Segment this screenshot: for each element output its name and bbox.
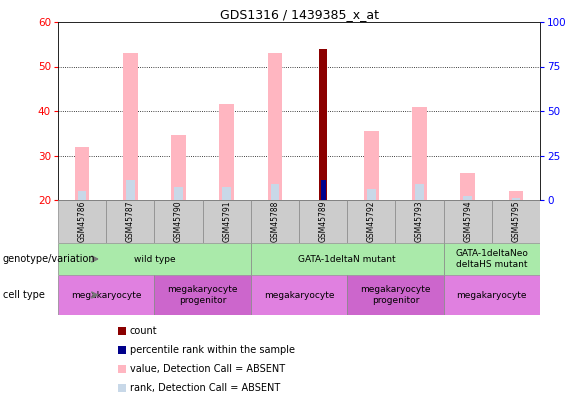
Bar bbox=[171, 136, 186, 200]
Bar bbox=[299, 200, 347, 243]
Text: megakaryocyte: megakaryocyte bbox=[457, 290, 527, 300]
Bar bbox=[251, 200, 299, 243]
Text: rank, Detection Call = ABSENT: rank, Detection Call = ABSENT bbox=[130, 383, 280, 393]
Bar bbox=[321, 180, 325, 200]
Text: GSM45788: GSM45788 bbox=[271, 201, 280, 242]
Bar bbox=[511, 198, 520, 200]
Bar bbox=[415, 184, 424, 200]
Text: megakaryocyte
progenitor: megakaryocyte progenitor bbox=[167, 285, 238, 305]
Text: GSM45790: GSM45790 bbox=[174, 201, 183, 242]
Bar bbox=[463, 196, 472, 200]
Bar bbox=[347, 275, 444, 315]
Bar bbox=[219, 104, 234, 200]
Bar bbox=[154, 275, 251, 315]
Bar bbox=[126, 180, 134, 200]
Bar bbox=[367, 189, 376, 200]
Text: megakaryocyte
progenitor: megakaryocyte progenitor bbox=[360, 285, 431, 305]
Bar bbox=[444, 275, 540, 315]
Text: genotype/variation: genotype/variation bbox=[3, 254, 95, 264]
Text: GSM45791: GSM45791 bbox=[222, 201, 231, 242]
Bar bbox=[268, 53, 282, 200]
Text: count: count bbox=[130, 326, 158, 336]
Bar bbox=[58, 243, 251, 275]
Bar bbox=[444, 200, 492, 243]
Bar bbox=[319, 49, 328, 200]
Text: megakaryocyte: megakaryocyte bbox=[264, 290, 334, 300]
Bar bbox=[444, 243, 540, 275]
Text: GSM45793: GSM45793 bbox=[415, 201, 424, 242]
Bar bbox=[396, 200, 444, 243]
Bar bbox=[347, 200, 396, 243]
Text: percentile rank within the sample: percentile rank within the sample bbox=[130, 345, 295, 355]
Bar bbox=[364, 131, 379, 200]
Title: GDS1316 / 1439385_x_at: GDS1316 / 1439385_x_at bbox=[219, 8, 379, 21]
Bar bbox=[492, 200, 540, 243]
Bar bbox=[58, 275, 154, 315]
Text: GSM45786: GSM45786 bbox=[77, 201, 86, 242]
Text: megakaryocyte: megakaryocyte bbox=[71, 290, 141, 300]
Text: cell type: cell type bbox=[3, 290, 45, 300]
Bar bbox=[223, 187, 231, 200]
Text: GSM45789: GSM45789 bbox=[319, 201, 328, 242]
Text: GSM45792: GSM45792 bbox=[367, 201, 376, 242]
Text: GSM45795: GSM45795 bbox=[511, 201, 520, 242]
Bar bbox=[460, 173, 475, 200]
Text: GSM45787: GSM45787 bbox=[126, 201, 135, 242]
Text: value, Detection Call = ABSENT: value, Detection Call = ABSENT bbox=[130, 364, 285, 374]
Bar bbox=[508, 191, 523, 200]
Text: wild type: wild type bbox=[133, 254, 175, 264]
Text: GSM45794: GSM45794 bbox=[463, 201, 472, 242]
Bar bbox=[271, 184, 279, 200]
Bar bbox=[58, 200, 106, 243]
Text: GATA-1deltaNeo
deltaHS mutant: GATA-1deltaNeo deltaHS mutant bbox=[455, 249, 528, 269]
Bar bbox=[251, 275, 347, 315]
Bar bbox=[251, 243, 444, 275]
Bar bbox=[174, 187, 183, 200]
Bar bbox=[78, 191, 86, 200]
Bar bbox=[123, 53, 137, 200]
Bar bbox=[412, 107, 427, 200]
Bar bbox=[75, 147, 89, 200]
Bar bbox=[203, 200, 251, 243]
Text: GATA-1deltaN mutant: GATA-1deltaN mutant bbox=[298, 254, 396, 264]
Bar bbox=[106, 200, 154, 243]
Bar bbox=[154, 200, 203, 243]
